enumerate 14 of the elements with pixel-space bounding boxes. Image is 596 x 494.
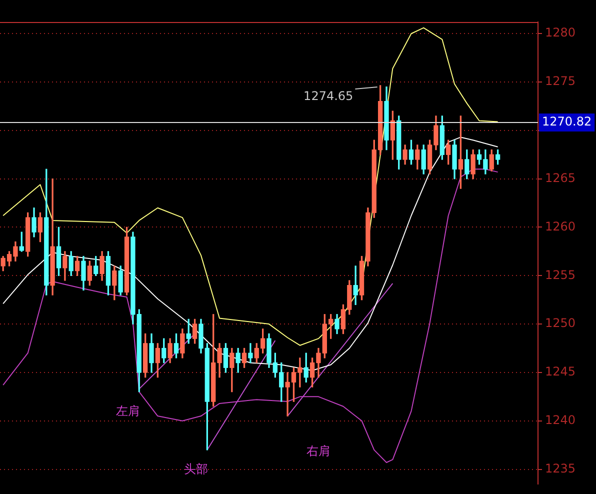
annotation: 右肩 xyxy=(306,444,330,458)
y-tick-label: 1275 xyxy=(545,74,576,88)
ref-line-label: 1270.82 xyxy=(542,114,592,129)
y-tick-label: 1245 xyxy=(545,364,576,379)
y-tick-label: 1280 xyxy=(545,26,576,40)
annotation: 1274.65 xyxy=(304,89,354,104)
annotation: 头部 xyxy=(184,462,208,476)
y-tick-label: 1250 xyxy=(545,316,576,330)
y-tick-label: 1255 xyxy=(545,268,576,282)
y-tick-label: 1235 xyxy=(545,461,576,476)
y-tick-label: 1240 xyxy=(545,412,576,427)
annotation: 左肩 xyxy=(116,404,140,418)
y-tick-label: 1265 xyxy=(545,170,576,185)
y-tick-label: 1260 xyxy=(545,219,576,234)
